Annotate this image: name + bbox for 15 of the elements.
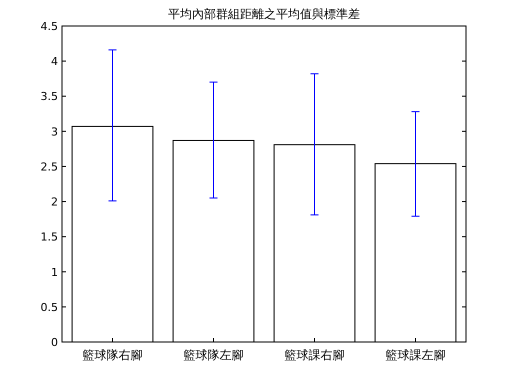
y-tick-label: 3: [51, 125, 58, 138]
y-tick-label: 4.5: [40, 20, 58, 33]
y-tick-label: 3.5: [40, 90, 58, 104]
y-tick-label: 2.5: [40, 160, 58, 174]
x-tick-label: 籃球課左腳: [386, 348, 446, 362]
chart-title: 平均內部群組距離之平均值與標準差: [168, 7, 360, 21]
y-tick-label: 2: [51, 196, 58, 209]
y-tick-label: 0: [51, 336, 58, 349]
y-tick-label: 1: [51, 266, 58, 279]
x-tick-label: 籃球隊右腳: [82, 348, 142, 362]
x-tick-label: 籃球隊左腳: [184, 348, 244, 362]
y-tick-label: 1.5: [40, 230, 58, 244]
y-tick-label: 0.5: [40, 300, 58, 314]
x-tick-label: 籃球課右腳: [284, 348, 344, 362]
y-tick-label: 4: [51, 55, 58, 68]
